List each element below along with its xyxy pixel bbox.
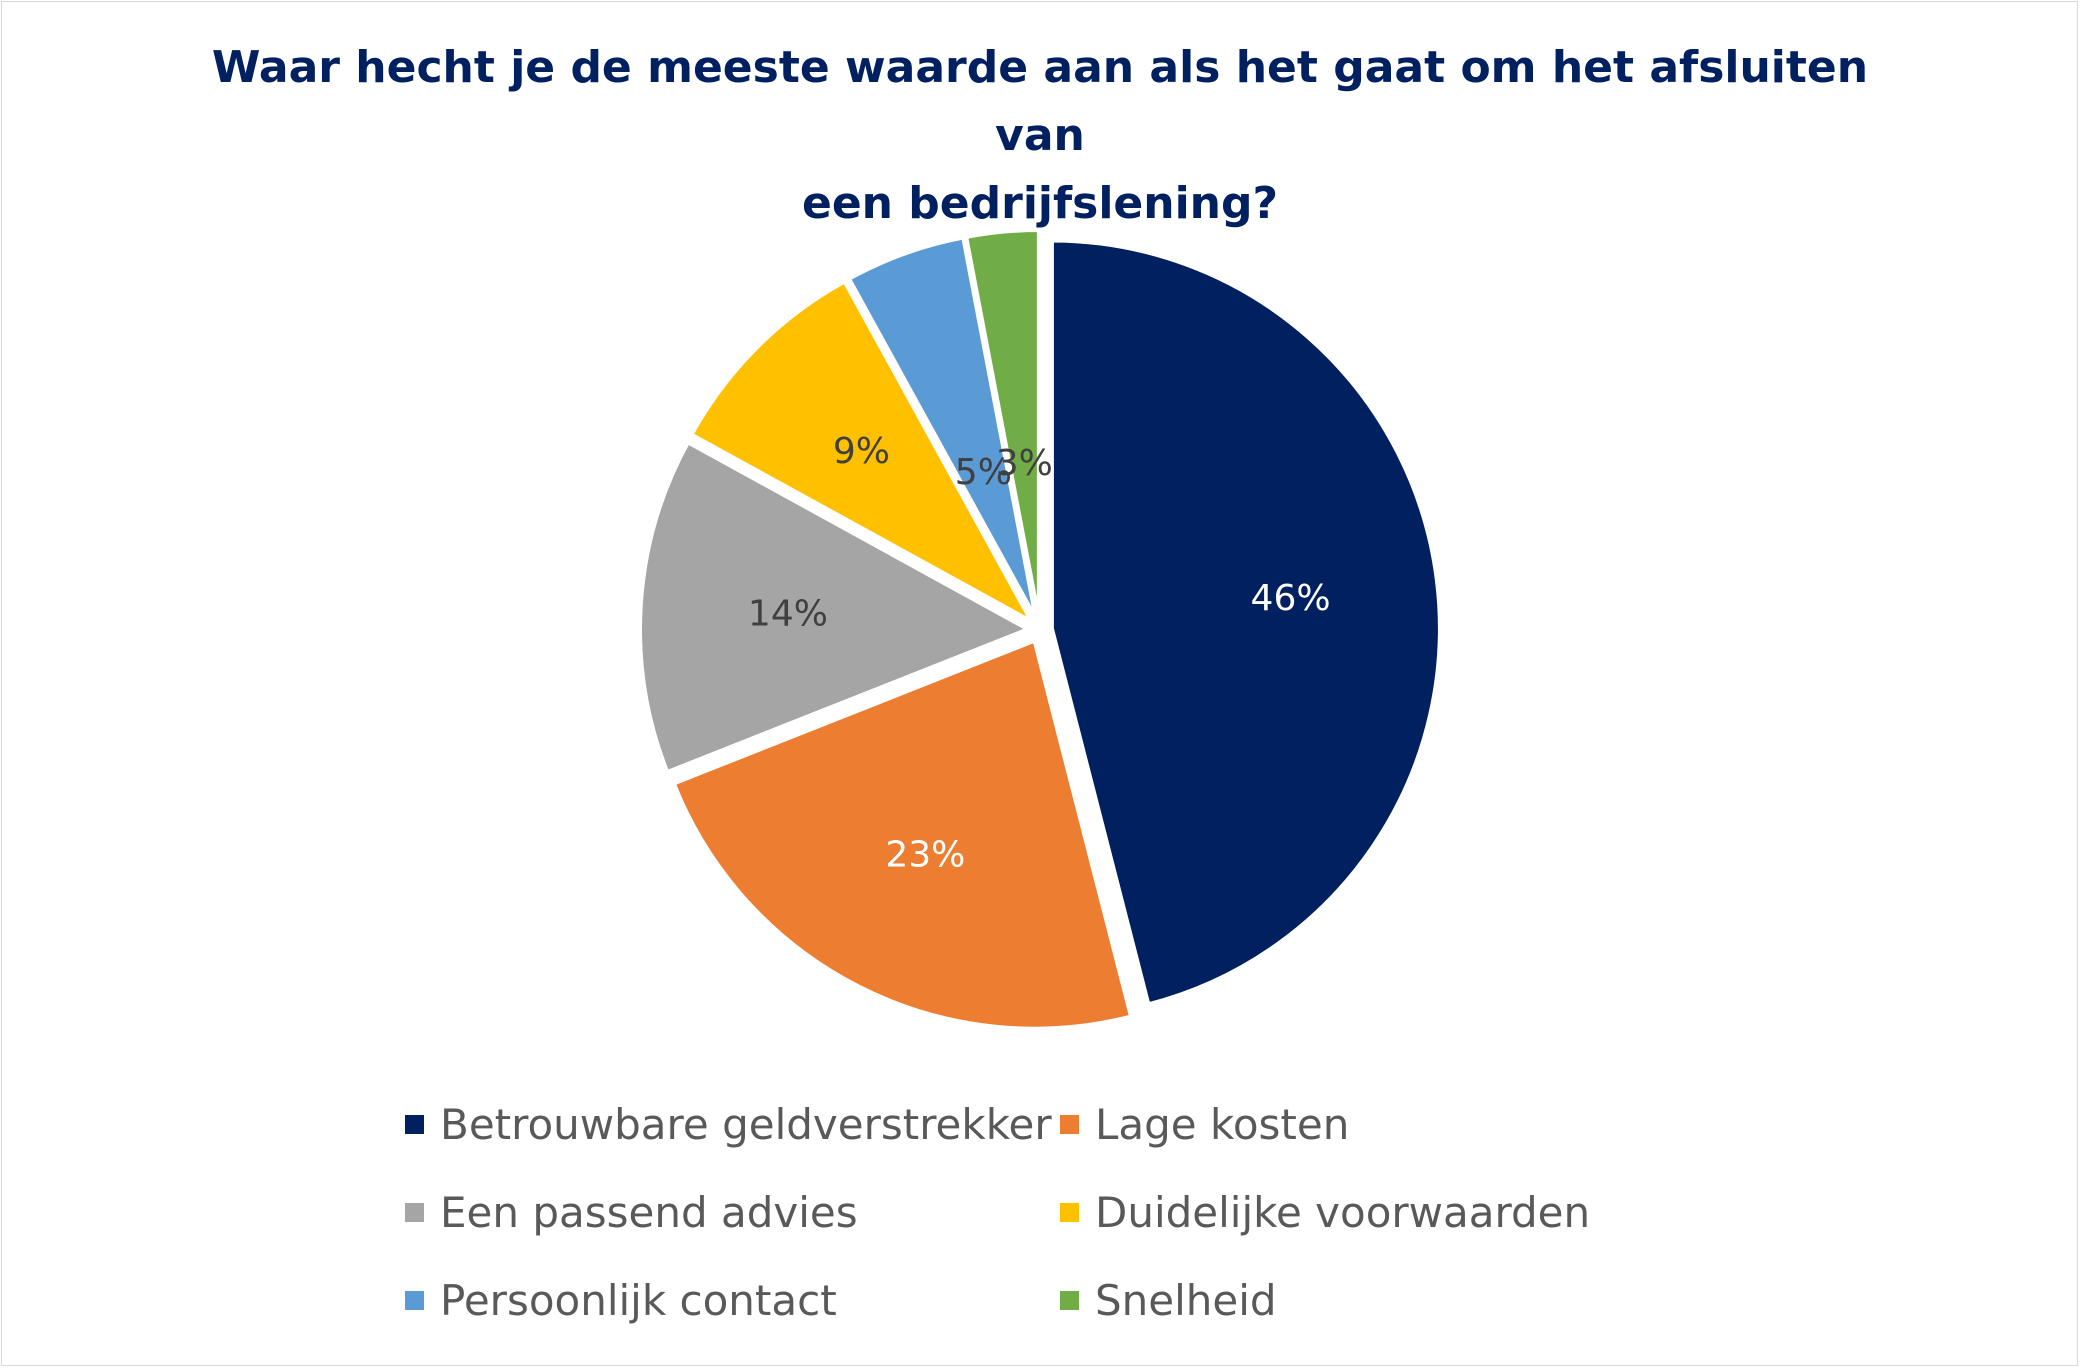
data-label-2: 23% <box>885 835 965 876</box>
legend-label: Duidelijke voorwaarden <box>1095 1187 1591 1237</box>
chart-title: Waar hecht je de meeste waarde aan als h… <box>160 34 1920 238</box>
pie-slice-4 <box>689 279 1034 624</box>
legend-swatch <box>1060 1290 1079 1310</box>
legend-item-snelheid: Snelheid <box>1060 1270 1277 1330</box>
legend-item-lage-kosten: Lage kosten <box>1060 1094 1349 1154</box>
chart-title-line-2: een bedrijfslening? <box>801 178 1279 229</box>
legend-label: Lage kosten <box>1095 1099 1350 1149</box>
pie-slice-2 <box>671 638 1134 1031</box>
legend-swatch <box>1060 1202 1079 1222</box>
legend-swatch <box>1060 1114 1079 1134</box>
pie-slice-1 <box>1049 238 1442 1007</box>
pie-slice-5 <box>847 235 1038 621</box>
data-label-6: 3% <box>996 443 1053 484</box>
legend-swatch <box>405 1114 424 1134</box>
data-label-3: 14% <box>748 594 828 635</box>
legend-swatch <box>405 1202 424 1222</box>
legend-label: Persoonlijk contact <box>440 1275 837 1325</box>
legend-swatch <box>405 1290 424 1310</box>
legend-label: Een passend advies <box>440 1187 858 1237</box>
legend-item-betrouwbare-geldverstrekker: Betrouwbare geldverstrekker <box>405 1094 1052 1154</box>
chart-title-line-1: Waar hecht je de meeste waarde aan als h… <box>211 42 1869 161</box>
pie-slices <box>638 228 1442 1031</box>
legend-label: Snelheid <box>1095 1275 1277 1325</box>
data-label-5: 5% <box>955 452 1012 493</box>
legend-item-persoonlijk-contact: Persoonlijk contact <box>405 1270 837 1330</box>
pie-slice-6 <box>964 228 1041 621</box>
legend-item-duidelijke-voorwaarden: Duidelijke voorwaarden <box>1060 1182 1590 1242</box>
data-label-1: 46% <box>1251 578 1331 619</box>
legend-label: Betrouwbare geldverstrekker <box>440 1099 1052 1149</box>
pie-slice-3 <box>638 440 1031 775</box>
data-label-4: 9% <box>833 431 890 472</box>
pie-data-labels: 46% 23% 14% 9% 5%3% <box>748 431 1331 876</box>
legend-item-een-passend-advies: Een passend advies <box>405 1182 858 1242</box>
